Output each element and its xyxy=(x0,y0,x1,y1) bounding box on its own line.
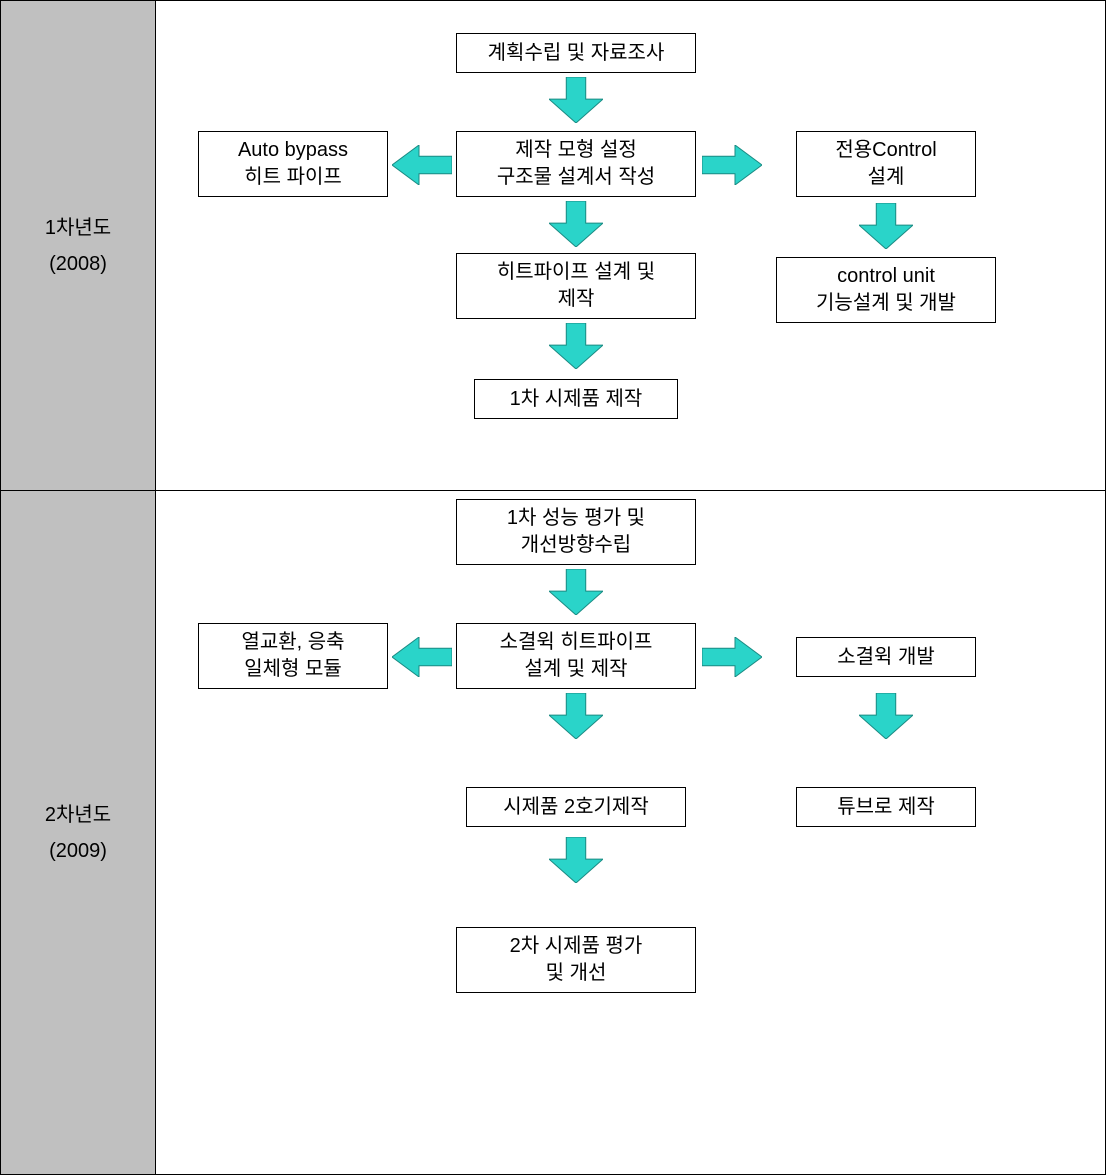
year1-node-n1: 계획수립 및 자료조사 xyxy=(456,33,696,73)
year2-arrow-down-0 xyxy=(549,569,603,615)
flowchart-container: 1차년도 (2008) 계획수립 및 자료조사제작 모형 설정구조물 설계서 작… xyxy=(0,0,1106,1175)
year1-arrow-right-2 xyxy=(702,145,762,185)
year2-content: 1차 성능 평가 및개선방향수립소결윅 히트파이프설계 및 제작 열교환, 응축일… xyxy=(156,491,1105,1174)
year1-node-n4: 전용Control설계 xyxy=(796,131,976,197)
year2-node-m7: 2차 시제품 평가및 개선 xyxy=(456,927,696,993)
year2-label: 2차년도 xyxy=(45,797,111,833)
year2-arrow-left-1 xyxy=(392,637,452,677)
year1-node-n2: 제작 모형 설정구조물 설계서 작성 xyxy=(456,131,696,197)
year2-node-m5: 시제품 2호기제작 xyxy=(466,787,686,827)
year2-node-m2: 소결윅 히트파이프설계 및 제작 xyxy=(456,623,696,689)
year1-row: 1차년도 (2008) 계획수립 및 자료조사제작 모형 설정구조물 설계서 작… xyxy=(1,1,1105,491)
year2-row: 2차년도 (2009) 1차 성능 평가 및개선방향수립소결윅 히트파이프설계 … xyxy=(1,491,1105,1174)
year1-node-n5: 히트파이프 설계 및제작 xyxy=(456,253,696,319)
year2-node-m6: 튜브로 제작 xyxy=(796,787,976,827)
year2-sidebar: 2차년도 (2009) xyxy=(1,491,156,1174)
year2-node-m1: 1차 성능 평가 및개선방향수립 xyxy=(456,499,696,565)
year2-arrow-right-2 xyxy=(702,637,762,677)
year2-arrow-down-3 xyxy=(549,693,603,739)
year2-year: (2009) xyxy=(49,833,107,869)
year2-node-m4: 소결윅 개발 xyxy=(796,637,976,677)
year2-arrow-down-5 xyxy=(549,837,603,883)
year2-arrow-down-4 xyxy=(859,693,913,739)
year1-label: 1차년도 xyxy=(45,210,111,246)
year1-sidebar: 1차년도 (2008) xyxy=(1,1,156,490)
year1-content: 계획수립 및 자료조사제작 모형 설정구조물 설계서 작성 Auto bypass… xyxy=(156,1,1105,490)
year1-node-n3: Auto bypass히트 파이프 xyxy=(198,131,388,197)
year1-arrow-down-3 xyxy=(549,201,603,247)
year1-node-n7: 1차 시제품 제작 xyxy=(474,379,678,419)
year1-arrow-left-1 xyxy=(392,145,452,185)
year1-year: (2008) xyxy=(49,246,107,282)
year1-arrow-down-0 xyxy=(549,77,603,123)
year1-arrow-down-5 xyxy=(549,323,603,369)
year2-node-m3: 열교환, 응축일체형 모듈 xyxy=(198,623,388,689)
year1-node-n6: control unit기능설계 및 개발 xyxy=(776,257,996,323)
year1-arrow-down-4 xyxy=(859,203,913,249)
